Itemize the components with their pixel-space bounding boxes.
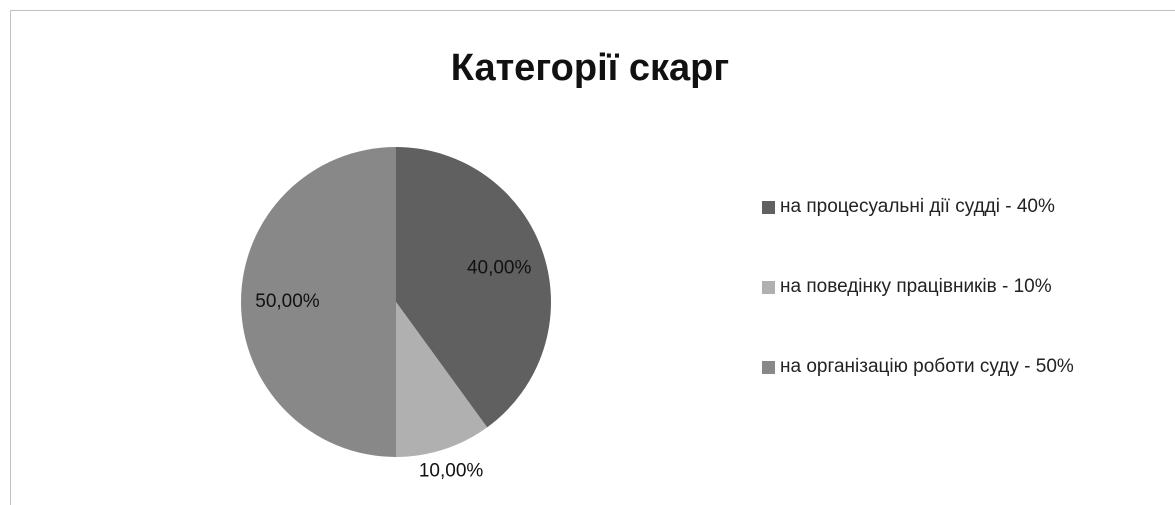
legend-swatch: [762, 281, 775, 294]
data-label: 40,00%: [467, 257, 532, 278]
legend-swatch: [762, 361, 775, 374]
pie-slice: [396, 302, 488, 457]
legend-label: на процесуальні дії судді - 40%: [780, 196, 1055, 217]
data-label: 10,00%: [419, 461, 484, 482]
legend-label: на поведінку працівників - 10%: [780, 276, 1052, 297]
legend-label: на організацію роботи суду - 50%: [780, 356, 1074, 377]
legend-swatch: [762, 201, 775, 214]
data-label: 50,00%: [255, 291, 320, 312]
legend-item: на організацію роботи суду - 50%: [762, 356, 1162, 382]
pie-slice: [241, 147, 396, 457]
pie-slice: [396, 147, 551, 428]
legend-item: на процесуальні дії судді - 40%: [762, 196, 1162, 222]
chart-title: Категорії скарг: [451, 47, 729, 89]
legend-item: на поведінку працівників - 10%: [762, 276, 1162, 302]
